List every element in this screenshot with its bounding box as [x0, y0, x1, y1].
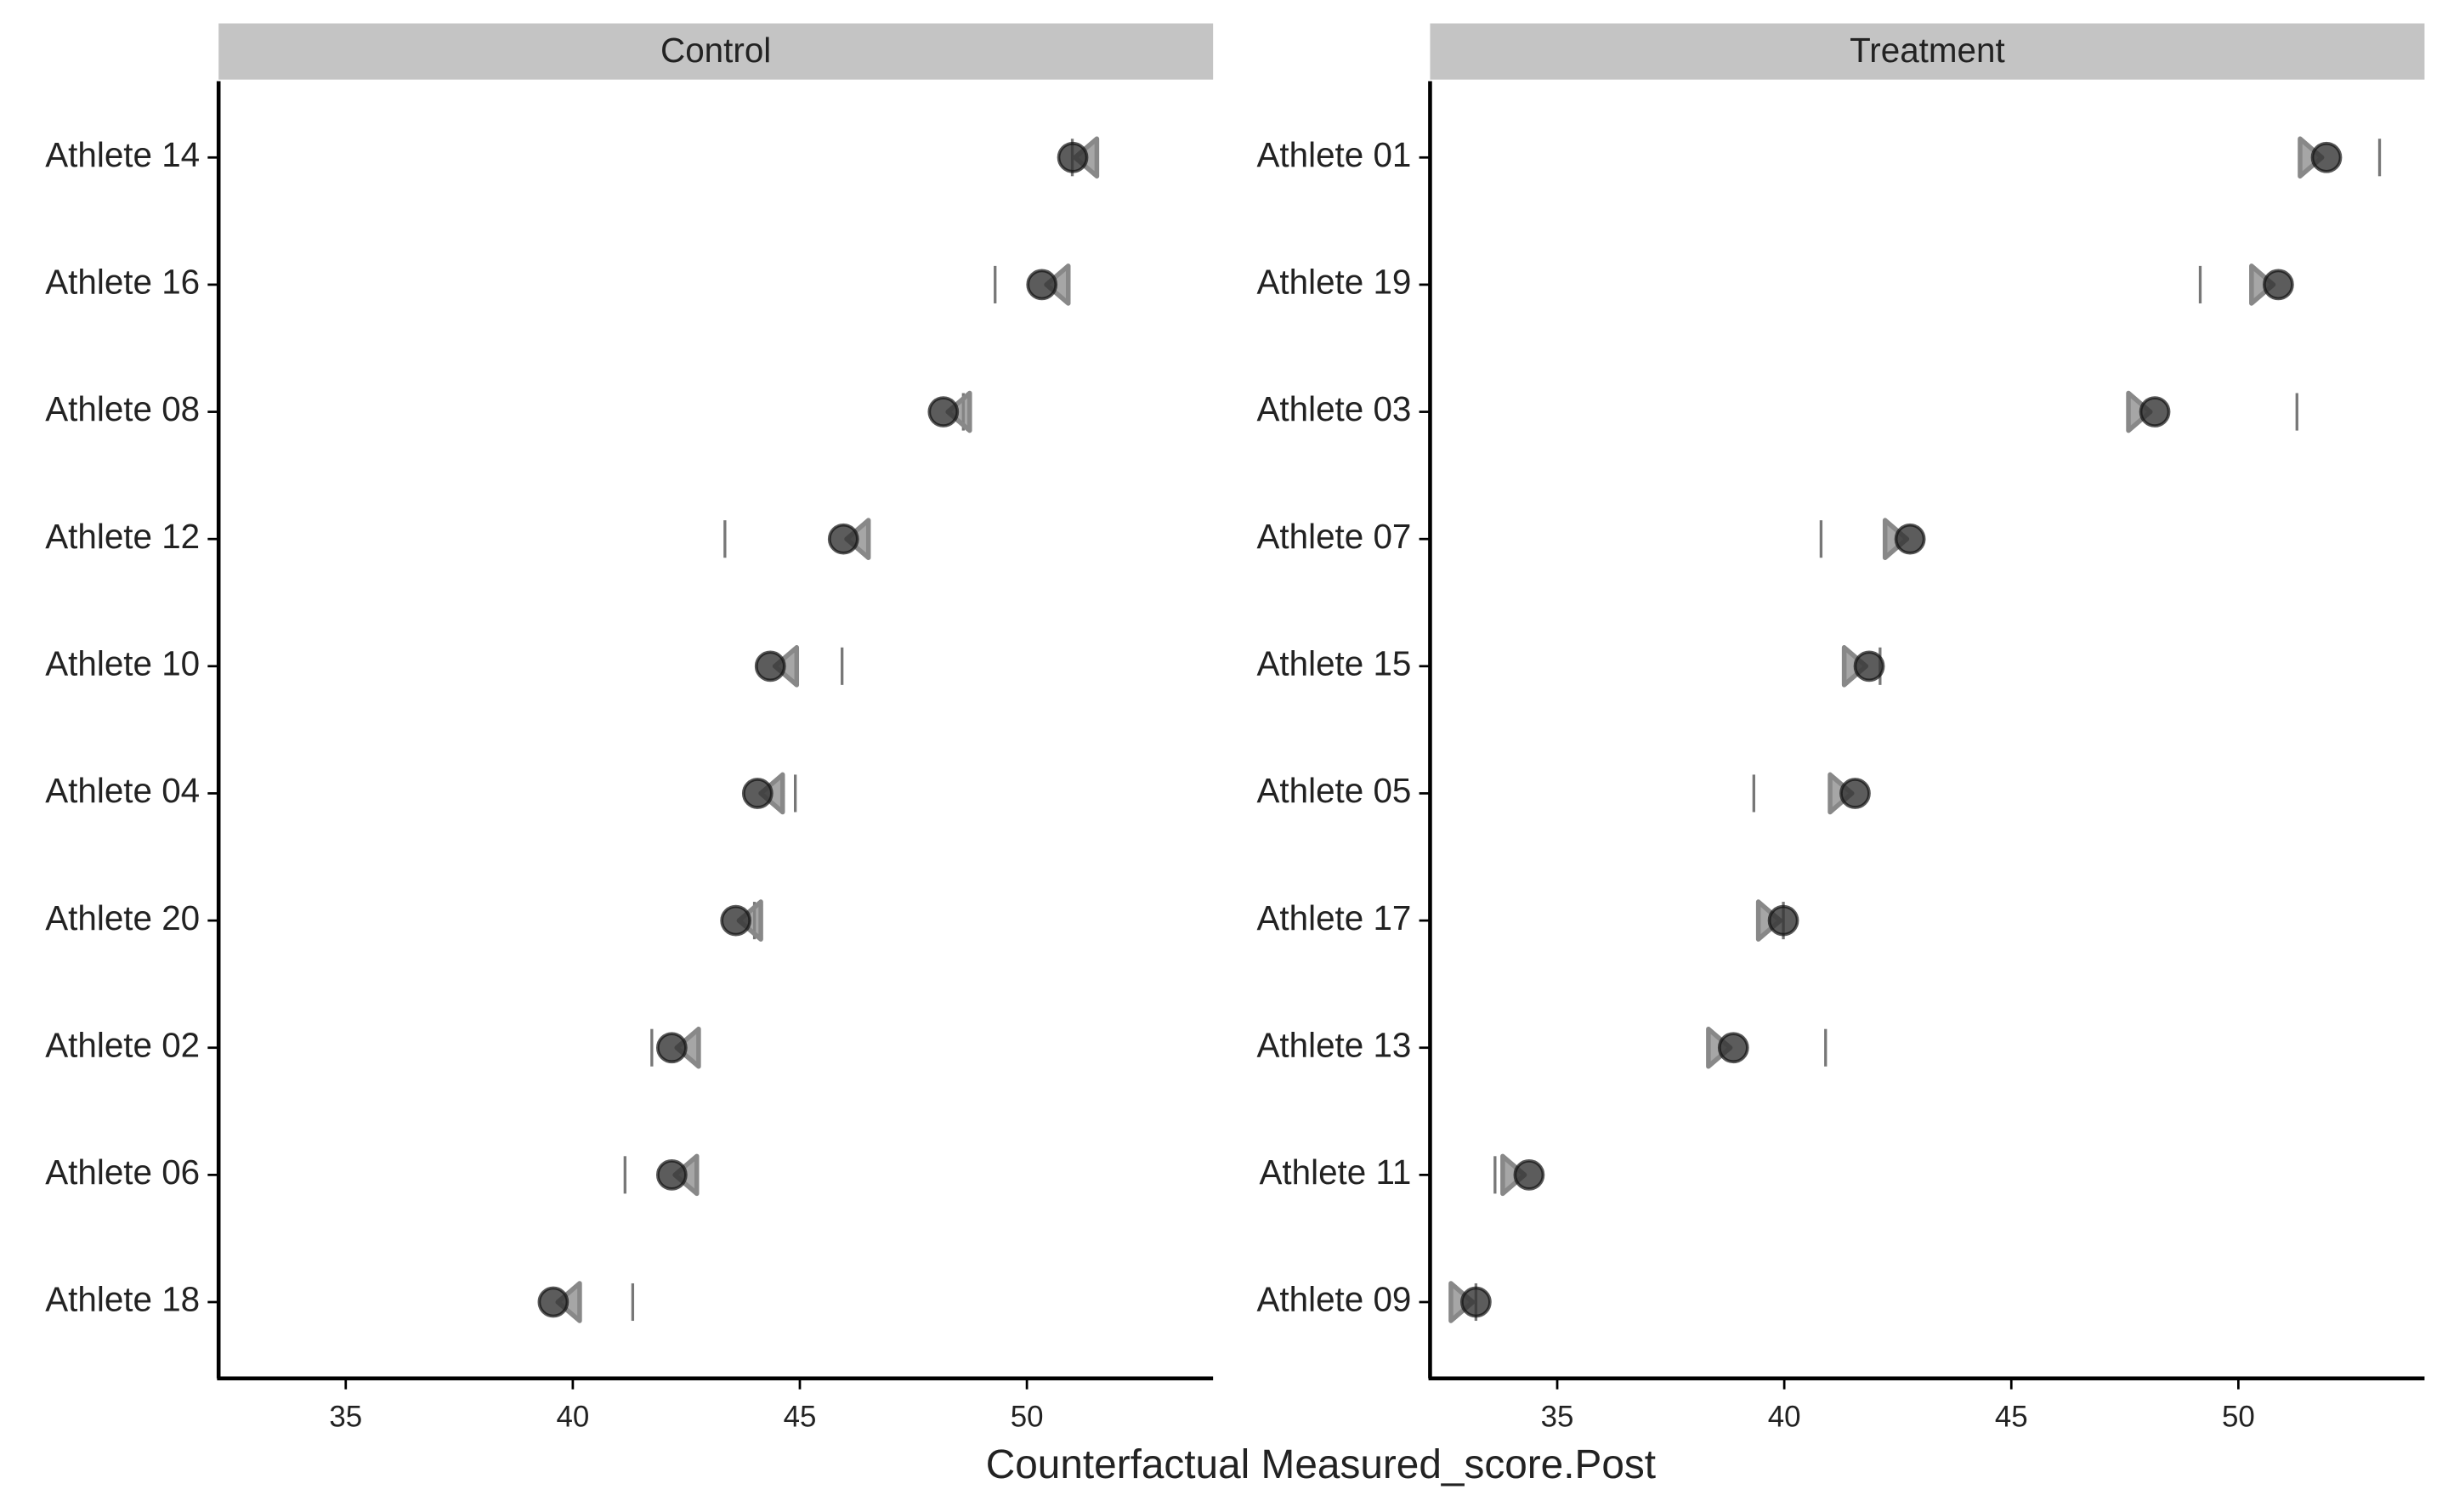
- y-tick-label: Athlete 11: [1259, 1152, 1411, 1192]
- y-tick-label: Athlete 12: [45, 517, 200, 556]
- x-tick-label: 40: [1768, 1401, 1801, 1434]
- y-tick-label: Athlete 17: [1256, 898, 1411, 937]
- circle-marker: [655, 1158, 688, 1191]
- y-tick-label: Athlete 05: [1256, 771, 1411, 810]
- circle-marker: [1839, 778, 1871, 809]
- circle-marker: [741, 778, 774, 809]
- y-tick-label: Athlete 19: [1256, 263, 1411, 302]
- circle-marker: [1767, 904, 1799, 937]
- circle-marker: [1853, 650, 1885, 682]
- x-tick-label: 35: [329, 1401, 362, 1434]
- y-tick-label: Athlete 10: [45, 643, 200, 682]
- y-tick-label: Athlete 06: [45, 1152, 200, 1192]
- y-tick-label: Athlete 02: [45, 1025, 200, 1064]
- circle-marker: [754, 650, 786, 682]
- y-tick-label: Athlete 07: [1256, 517, 1411, 556]
- circle-marker: [2139, 396, 2171, 428]
- x-tick-label: 45: [784, 1401, 817, 1434]
- circle-marker: [927, 396, 960, 428]
- circle-marker: [1026, 269, 1058, 301]
- y-tick-label: Athlete 09: [1256, 1280, 1411, 1319]
- circle-marker: [655, 1032, 688, 1064]
- strip: [218, 23, 1214, 80]
- circle-marker: [2263, 269, 2294, 301]
- circle-marker: [1460, 1286, 1492, 1318]
- facet-title: Treatment: [1850, 31, 2005, 70]
- circle-marker: [1513, 1158, 1545, 1191]
- circle-marker: [1717, 1032, 1749, 1064]
- y-tick-label: Athlete 14: [45, 135, 200, 174]
- x-tick-label: 50: [2222, 1401, 2255, 1434]
- x-tick-label: 40: [556, 1401, 589, 1434]
- y-tick-label: Athlete 03: [1256, 389, 1411, 428]
- circle-marker: [720, 904, 752, 937]
- strip: [1430, 23, 2425, 80]
- circle-marker: [2310, 141, 2343, 173]
- y-tick-label: Athlete 16: [45, 263, 200, 302]
- x-tick-label: 35: [1541, 1401, 1574, 1434]
- triangle-marker: [2249, 263, 2276, 306]
- x-tick-label: 45: [1995, 1401, 2028, 1434]
- y-tick-label: Athlete 18: [45, 1280, 200, 1319]
- circle-marker: [1894, 523, 1926, 555]
- y-tick-label: Athlete 13: [1256, 1025, 1411, 1064]
- x-axis-label: Counterfactual Measured_score.Post: [986, 1442, 1656, 1487]
- triangle-marker: [674, 1026, 701, 1069]
- x-tick-label: 50: [1011, 1401, 1044, 1434]
- facet-title: Control: [660, 31, 771, 70]
- circle-marker: [827, 523, 859, 555]
- y-tick-label: Athlete 04: [45, 771, 200, 810]
- y-tick-label: Athlete 01: [1256, 135, 1411, 174]
- circle-marker: [537, 1286, 570, 1318]
- y-tick-label: Athlete 08: [45, 389, 200, 428]
- y-tick-label: Athlete 15: [1256, 643, 1411, 682]
- y-tick-label: Athlete 20: [45, 898, 200, 937]
- circle-marker: [1057, 141, 1089, 173]
